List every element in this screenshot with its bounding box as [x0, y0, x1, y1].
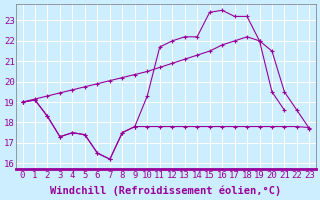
X-axis label: Windchill (Refroidissement éolien,°C): Windchill (Refroidissement éolien,°C) — [50, 185, 282, 196]
